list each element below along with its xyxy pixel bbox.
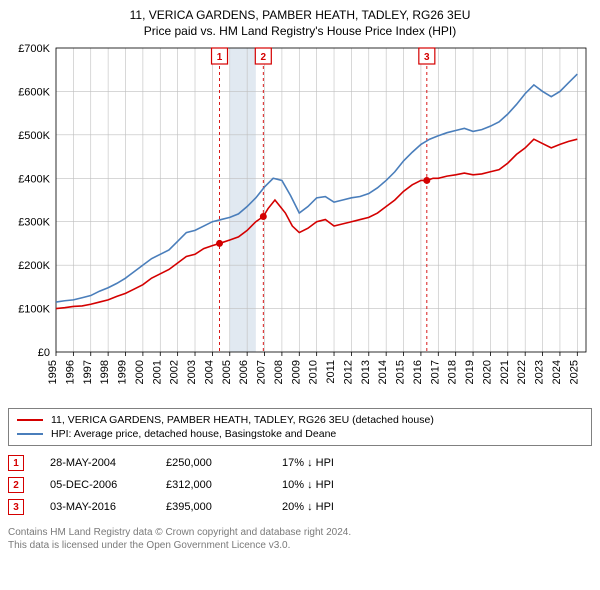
x-tick-label: 2020: [481, 360, 493, 384]
x-tick-label: 1996: [64, 360, 76, 384]
x-tick-label: 2002: [169, 360, 181, 384]
marker-date: 05-DEC-2006: [50, 479, 140, 491]
footnote: Contains HM Land Registry data © Crown c…: [8, 526, 592, 552]
marker-badge: 2: [8, 477, 24, 493]
legend-swatch: [17, 419, 43, 421]
chart-title: 11, VERICA GARDENS, PAMBER HEATH, TADLEY…: [8, 8, 592, 38]
x-tick-label: 2000: [134, 360, 146, 384]
y-tick-label: £600K: [18, 86, 50, 98]
x-tick-label: 2024: [551, 360, 563, 384]
y-tick-label: £300K: [18, 217, 50, 229]
legend-item: HPI: Average price, detached house, Basi…: [17, 427, 583, 441]
x-tick-label: 2014: [377, 360, 389, 384]
marker-table: 1 28-MAY-2004 £250,000 17% ↓ HPI 2 05-DEC-200…: [8, 452, 592, 518]
x-tick-label: 2004: [203, 360, 215, 384]
title-line-1: 11, VERICA GARDENS, PAMBER HEATH, TADLEY…: [8, 8, 592, 22]
x-tick-label: 2012: [342, 360, 354, 384]
x-tick-label: 2025: [568, 360, 580, 384]
x-tick-label: 1999: [117, 360, 129, 384]
marker-dot: [260, 213, 267, 220]
x-tick-label: 2013: [360, 360, 372, 384]
y-tick-label: £400K: [18, 173, 50, 185]
marker-flag-number: 1: [217, 52, 223, 63]
marker-date: 28-MAY-2004: [50, 457, 140, 469]
legend-label: HPI: Average price, detached house, Basi…: [51, 428, 336, 440]
chart-container: 11, VERICA GARDENS, PAMBER HEATH, TADLEY…: [8, 8, 592, 552]
legend: 11, VERICA GARDENS, PAMBER HEATH, TADLEY…: [8, 408, 592, 446]
marker-dot: [216, 240, 223, 247]
marker-delta: 17% ↓ HPI: [282, 457, 372, 469]
marker-delta: 10% ↓ HPI: [282, 479, 372, 491]
x-tick-label: 2008: [273, 360, 285, 384]
x-tick-label: 2019: [464, 360, 476, 384]
marker-flag-number: 3: [424, 52, 430, 63]
marker-price: £395,000: [166, 501, 256, 513]
x-tick-label: 2011: [325, 360, 337, 384]
marker-row: 1 28-MAY-2004 £250,000 17% ↓ HPI: [8, 452, 592, 474]
x-tick-label: 2010: [308, 360, 320, 384]
footnote-line-2: This data is licensed under the Open Gov…: [8, 539, 592, 552]
marker-badge: 3: [8, 499, 24, 515]
marker-badge: 1: [8, 455, 24, 471]
marker-price: £250,000: [166, 457, 256, 469]
x-tick-label: 1998: [99, 360, 111, 384]
x-tick-label: 2021: [499, 360, 511, 384]
marker-price: £312,000: [166, 479, 256, 491]
marker-row: 2 05-DEC-2006 £312,000 10% ↓ HPI: [8, 474, 592, 496]
y-tick-label: £100K: [18, 304, 50, 316]
axis-frame: [56, 48, 586, 352]
legend-item: 11, VERICA GARDENS, PAMBER HEATH, TADLEY…: [17, 413, 583, 427]
x-tick-label: 2007: [256, 360, 268, 384]
chart-svg: £0 £100K £200K £300K £400K £500K £600K £700K 199…: [8, 42, 592, 402]
marker-flag-number: 2: [261, 52, 267, 63]
marker-date: 03-MAY-2016: [50, 501, 140, 513]
y-tick-label: £200K: [18, 260, 50, 272]
x-tick-label: 2001: [151, 360, 163, 384]
marker-row: 3 03-MAY-2016 £395,000 20% ↓ HPI: [8, 496, 592, 518]
x-tick-label: 2005: [221, 360, 233, 384]
footnote-line-1: Contains HM Land Registry data © Crown c…: [8, 526, 592, 539]
x-tick-label: 2022: [516, 360, 528, 384]
x-tick-label: 2015: [395, 360, 407, 384]
x-tick-label: 2016: [412, 360, 424, 384]
x-tick-label: 2009: [290, 360, 302, 384]
plot-area: £0 £100K £200K £300K £400K £500K £600K £700K 199…: [8, 42, 592, 402]
legend-swatch: [17, 433, 43, 435]
x-tick-label: 2023: [534, 360, 546, 384]
x-tick-label: 2003: [186, 360, 198, 384]
x-tick-label: 2018: [447, 360, 459, 384]
x-tick-label: 2017: [429, 360, 441, 384]
marker-delta: 20% ↓ HPI: [282, 501, 372, 513]
legend-label: 11, VERICA GARDENS, PAMBER HEATH, TADLEY…: [51, 414, 434, 426]
marker-dot: [423, 177, 430, 184]
y-tick-label: £500K: [18, 130, 50, 142]
x-tick-label: 1995: [47, 360, 59, 384]
y-tick-label: £0: [38, 347, 50, 359]
x-tick-label: 1997: [82, 360, 94, 384]
x-tick-label: 2006: [238, 360, 250, 384]
title-line-2: Price paid vs. HM Land Registry's House …: [8, 24, 592, 38]
highlight-band: [230, 48, 256, 352]
y-tick-label: £700K: [18, 43, 50, 55]
